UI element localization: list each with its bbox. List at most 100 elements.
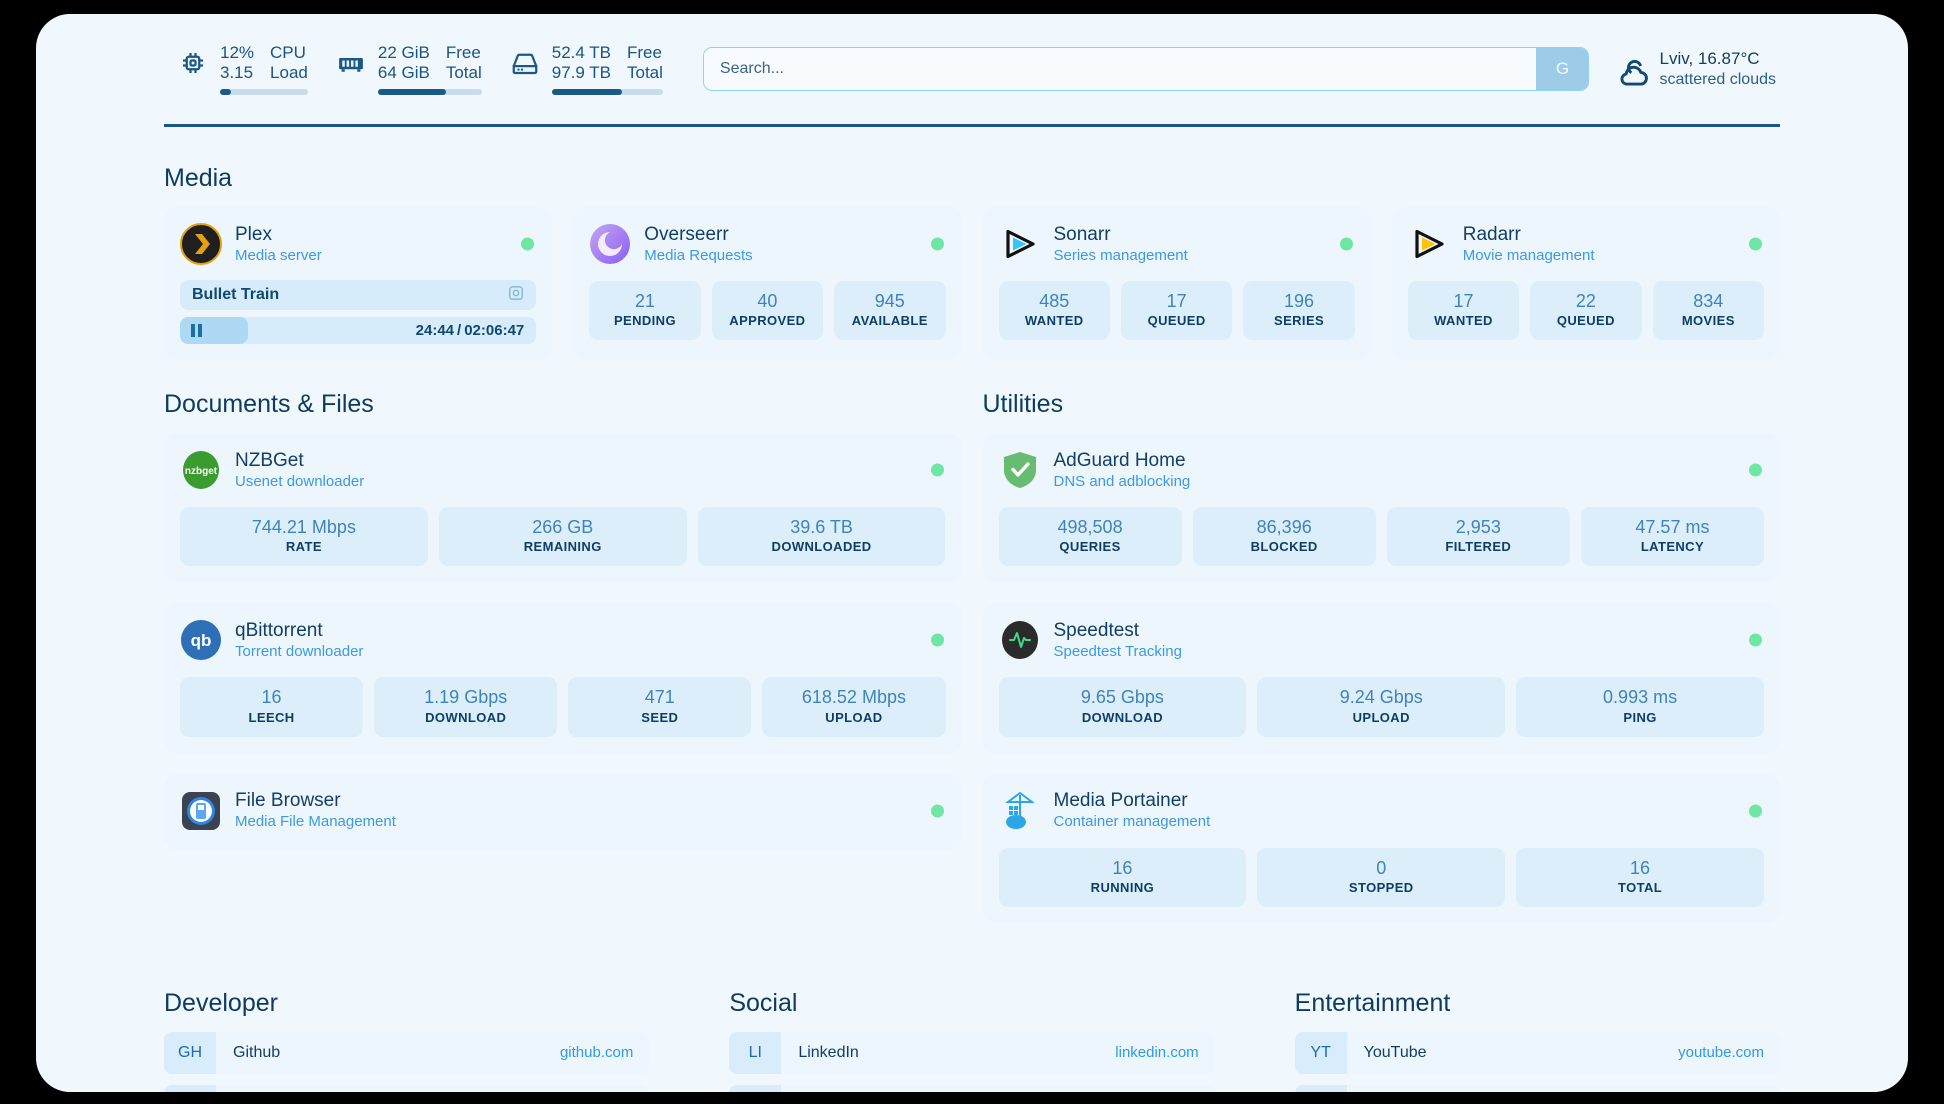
service-name: Media Portainer: [1053, 790, 1188, 812]
stat-tile[interactable]: 16 RUNNING: [998, 847, 1247, 907]
stat-tile[interactable]: 9.65 Gbps DOWNLOAD: [998, 677, 1247, 737]
service-card-speedtest[interactable]: Speedtest Speedtest Tracking 9.65 Gbps D…: [982, 603, 1780, 753]
cpu-icon: [178, 48, 208, 78]
stat-tile[interactable]: 16 TOTAL: [1516, 847, 1764, 907]
bookmark-item[interactable]: NF Netflix netflix.com: [1294, 1084, 1780, 1092]
stat-value: 21: [634, 291, 655, 311]
stat-tile[interactable]: 40 APPROVED: [711, 281, 824, 341]
bookmark-url: linkedin.com: [1115, 1044, 1199, 1062]
stat-value: 485: [1039, 291, 1070, 311]
section-title-media: Media: [164, 164, 233, 192]
memory-free-label: Free: [445, 42, 481, 62]
stat-tile[interactable]: 47.57 ms LATENCY: [1580, 507, 1764, 567]
stat-tile[interactable]: 485 WANTED: [998, 281, 1110, 341]
stat-tile[interactable]: 22 QUEUED: [1530, 281, 1642, 341]
stat-tile[interactable]: 266 GB REMAINING: [438, 507, 687, 567]
stat-label: UPLOAD: [825, 709, 883, 725]
stat-label: SEED: [641, 709, 679, 725]
stat-tile[interactable]: 834 MOVIES: [1652, 281, 1765, 341]
stat-value: 266 GB: [532, 517, 594, 537]
stat-label: QUEUED: [1556, 313, 1615, 329]
bookmark-abbr: LI: [729, 1031, 782, 1074]
portainer-icon: [999, 790, 1041, 832]
memory-free-value: 22 GiB: [377, 42, 430, 62]
stat-tile[interactable]: 945 AVAILABLE: [834, 281, 946, 341]
cast-icon[interactable]: [508, 285, 524, 306]
service-subtitle: Container management: [1053, 813, 1211, 831]
bookmark-abbr: SO: [164, 1084, 216, 1092]
service-card-media-portainer[interactable]: Media Portainer Container management 16 …: [982, 773, 1780, 923]
search-bar[interactable]: G: [702, 47, 1590, 91]
stat-value: 0: [1376, 857, 1387, 878]
service-card-radarr[interactable]: Radarr Movie management 17 WANTED 22 QUE…: [1391, 207, 1780, 360]
service-card-file-browser[interactable]: File Browser Media File Management: [164, 773, 962, 850]
stat-tile[interactable]: 471 SEED: [568, 677, 752, 737]
now-playing-row[interactable]: Bullet Train: [180, 280, 537, 310]
stat-value: 471: [644, 687, 675, 708]
stat-tile[interactable]: 0 STOPPED: [1257, 847, 1506, 907]
service-name: qBittorrent: [235, 620, 323, 642]
service-card-overseerr[interactable]: Overseerr Media Requests 21 PENDING 40 A…: [573, 207, 962, 360]
bookmark-item[interactable]: TW Twitter twitter.com: [729, 1084, 1215, 1092]
stat-value: 86,396: [1256, 517, 1312, 537]
stat-tile[interactable]: 39.6 TB DOWNLOADED: [697, 507, 946, 567]
status-indicator: [1749, 633, 1762, 647]
stat-tile[interactable]: 86,396 BLOCKED: [1192, 507, 1376, 567]
stat-label: REMAINING: [523, 539, 602, 555]
radarr-icon: [1408, 223, 1450, 265]
stat-value: 9.65 Gbps: [1080, 687, 1164, 708]
stat-tile[interactable]: 21 PENDING: [589, 281, 701, 341]
service-subtitle: Speedtest Tracking: [1053, 642, 1182, 660]
service-card-nzbget[interactable]: nzbget NZBGet Usenet downloader 74: [164, 433, 962, 583]
stat-value: 618.52 Mbps: [801, 687, 906, 708]
bookmark-url: youtube.com: [1678, 1044, 1764, 1062]
stat-label: RATE: [285, 539, 322, 555]
plex-icon: [180, 223, 222, 265]
stat-value: 17: [1166, 291, 1187, 311]
service-card-qbittorrent[interactable]: qb qBittorrent Torrent downloader: [164, 603, 962, 753]
stat-label: AVAILABLE: [851, 313, 928, 329]
stat-tile[interactable]: 744.21 Mbps RATE: [180, 507, 428, 567]
service-name: Overseerr: [644, 223, 729, 245]
bookmark-abbr: GH: [164, 1031, 216, 1074]
search-input[interactable]: [703, 48, 1537, 90]
playback-progress-bar[interactable]: 24:44/02:06:47: [180, 317, 537, 344]
stat-value: 47.57 ms: [1635, 517, 1710, 537]
service-card-adguard-home[interactable]: AdGuard Home DNS and adblocking 498,508 …: [982, 433, 1780, 583]
adguard-icon: [999, 449, 1041, 491]
stat-label: PING: [1623, 709, 1657, 725]
weather-widget[interactable]: Lviv, 16.87°C scattered clouds: [1615, 48, 1780, 89]
disk-total-label: Total: [627, 63, 663, 82]
stat-label: MOVIES: [1681, 313, 1735, 329]
status-indicator: [930, 237, 944, 251]
service-subtitle: Usenet downloader: [235, 472, 365, 490]
disk-total-value: 97.9 TB: [551, 63, 611, 82]
service-card-plex[interactable]: Plex Media server Bullet Train: [164, 207, 553, 360]
search-provider-button[interactable]: G: [1536, 48, 1589, 90]
bookmark-item[interactable]: YT YouTube youtube.com: [1294, 1031, 1780, 1074]
bookmark-group-title: Entertainment: [1294, 988, 1451, 1017]
bookmark-item[interactable]: SO StackOverflow stackoverflow.com: [164, 1084, 650, 1092]
bookmark-item[interactable]: GH Github github.com: [164, 1031, 650, 1074]
service-subtitle: Media File Management: [235, 813, 396, 831]
cloud-icon: [1615, 57, 1649, 87]
bookmark-group-developer: Developer GH Github github.com SO StackO…: [164, 989, 650, 1092]
stat-tile[interactable]: 9.24 Gbps UPLOAD: [1257, 677, 1506, 737]
stat-tile[interactable]: 196 SERIES: [1243, 281, 1355, 341]
cpu-usage-bar: [220, 89, 308, 96]
stat-tile[interactable]: 618.52 Mbps UPLOAD: [762, 677, 946, 737]
stat-tile[interactable]: 1.19 Gbps DOWNLOAD: [374, 677, 558, 737]
stat-tile[interactable]: 0.993 ms PING: [1516, 677, 1764, 737]
stat-tile[interactable]: 498,508 QUERIES: [998, 507, 1182, 567]
service-card-sonarr[interactable]: Sonarr Series management 485 WANTED 17 Q…: [982, 207, 1371, 360]
stat-tile[interactable]: 17 WANTED: [1407, 281, 1520, 341]
stat-tile[interactable]: 16 LEECH: [180, 677, 364, 737]
stat-value: 945: [874, 291, 905, 311]
stat-tile[interactable]: 2,953 FILTERED: [1386, 507, 1570, 567]
bookmark-item[interactable]: LI LinkedIn linkedin.com: [729, 1031, 1215, 1074]
svg-text:nzbget: nzbget: [185, 466, 218, 477]
stat-label: DOWNLOADED: [771, 539, 872, 555]
service-name: Speedtest: [1053, 620, 1140, 642]
stat-tile[interactable]: 17 QUEUED: [1120, 281, 1233, 341]
pause-icon[interactable]: [191, 324, 202, 337]
